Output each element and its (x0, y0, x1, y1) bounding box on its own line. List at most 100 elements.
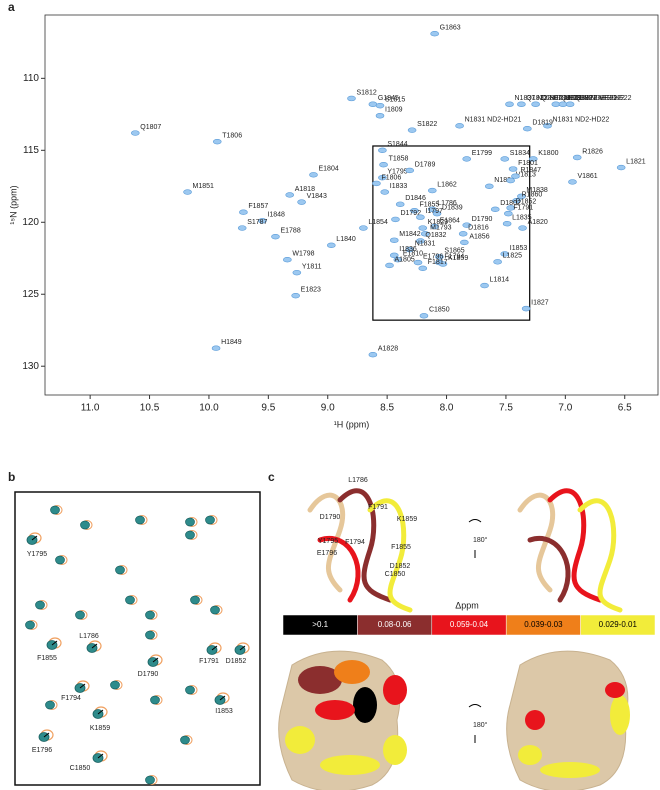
panel-letter: b (8, 470, 15, 484)
peak-label: N1837 ND2-HD21 (515, 95, 572, 102)
peak-label: N1831 ND2-HD22 (553, 117, 610, 124)
peak (378, 147, 387, 154)
peak-label: S1844 (387, 141, 407, 148)
peak (416, 238, 425, 244)
residue-label: F1791 (368, 504, 388, 511)
peak (413, 259, 423, 266)
peak (543, 123, 552, 129)
residue-label: Y1795 (318, 538, 338, 545)
contour-green (185, 517, 195, 527)
ribbon (337, 488, 393, 603)
surface-patch (383, 735, 407, 765)
ribbon (547, 488, 603, 603)
peak-label: K1859 (90, 725, 110, 732)
contour-green (190, 595, 200, 605)
peak-label: I1833 (390, 183, 408, 190)
peak (283, 256, 292, 263)
peak-label: N1831 (415, 240, 436, 247)
peak (455, 123, 464, 129)
peak-label: L1854 (368, 219, 388, 226)
peak (521, 305, 531, 312)
peak-label: S1834 (510, 150, 530, 157)
peak (375, 102, 385, 109)
peak (430, 31, 439, 37)
x-axis-title: ¹H (ppm) (334, 419, 370, 429)
peak (430, 223, 439, 230)
peak-label: L1862 (437, 181, 457, 188)
contour-green (145, 630, 155, 640)
surface-patch (298, 666, 342, 694)
peak (372, 180, 381, 187)
surface-patch (285, 726, 315, 754)
peak-label: I1853 (510, 245, 528, 252)
contour-green (145, 775, 155, 785)
peak-label: C1850 (70, 765, 91, 772)
peak-label: L1821 (626, 158, 646, 165)
peak (368, 101, 378, 107)
surface-patch (320, 755, 380, 775)
peak-label: I1827 (531, 299, 549, 306)
surface-patch (540, 762, 600, 778)
peak (327, 242, 336, 249)
peak-label: A1820 (528, 219, 548, 226)
peak-label: Q1807 NE2-HE22 (575, 95, 632, 102)
contour-green (80, 520, 90, 530)
rotation-arrow (468, 704, 482, 708)
peak (419, 313, 429, 319)
peak (568, 179, 577, 185)
ribbon (317, 535, 361, 603)
contour-green (185, 530, 195, 540)
peak-label: M1793 (430, 225, 452, 232)
peak-label: T1858 (389, 156, 409, 163)
y-tick-label: 130 (22, 361, 39, 372)
peak (183, 189, 192, 195)
x-tick-label: 9.5 (261, 403, 275, 414)
y-tick-label: 115 (23, 145, 39, 156)
rotation-label: 180° (473, 536, 488, 544)
peak (375, 113, 385, 119)
peak-label: E1796 (32, 747, 52, 754)
contour-green (150, 695, 160, 705)
peak (505, 101, 514, 107)
peak (258, 218, 267, 224)
contour-green (110, 680, 120, 690)
peak (407, 127, 417, 133)
peak (517, 193, 526, 200)
shift-arrow (43, 732, 50, 738)
peak-label: A1818 (295, 186, 315, 193)
peak (130, 130, 140, 136)
x-tick-label: 7.5 (499, 403, 513, 414)
surface-patch (353, 687, 377, 723)
contour-green (115, 565, 125, 575)
peak-label: L1825 (503, 253, 523, 260)
peak (493, 259, 502, 265)
peak-label: N1837 (494, 177, 515, 184)
peak-label: L1835 (512, 215, 532, 222)
peak (531, 101, 540, 107)
peak (405, 246, 415, 253)
peak (389, 252, 399, 259)
y-tick-label: 120 (22, 217, 39, 228)
surface-patch (383, 675, 407, 705)
ribbon (517, 492, 556, 593)
ribbon (307, 492, 346, 593)
surface-patch (605, 682, 625, 698)
peak (309, 172, 318, 178)
peak (391, 216, 400, 223)
peak (359, 225, 368, 231)
peak (432, 210, 442, 217)
plot-frame (44, 14, 659, 396)
peak-label: Q1832 NE2-HE21 (526, 95, 583, 102)
residue-label: D1852 (390, 563, 411, 570)
peak-label: D1839 (442, 204, 463, 211)
peak-label: I1797 (425, 208, 443, 215)
peak-label: R1847 (520, 167, 541, 174)
peak (416, 214, 425, 220)
peak-label: F1794 (61, 695, 81, 702)
peak (506, 205, 515, 211)
peak (385, 262, 394, 269)
peak (291, 292, 300, 299)
peak-label: E1823 (301, 287, 321, 294)
peak (418, 225, 428, 231)
peak-label: I1809 (385, 107, 403, 114)
